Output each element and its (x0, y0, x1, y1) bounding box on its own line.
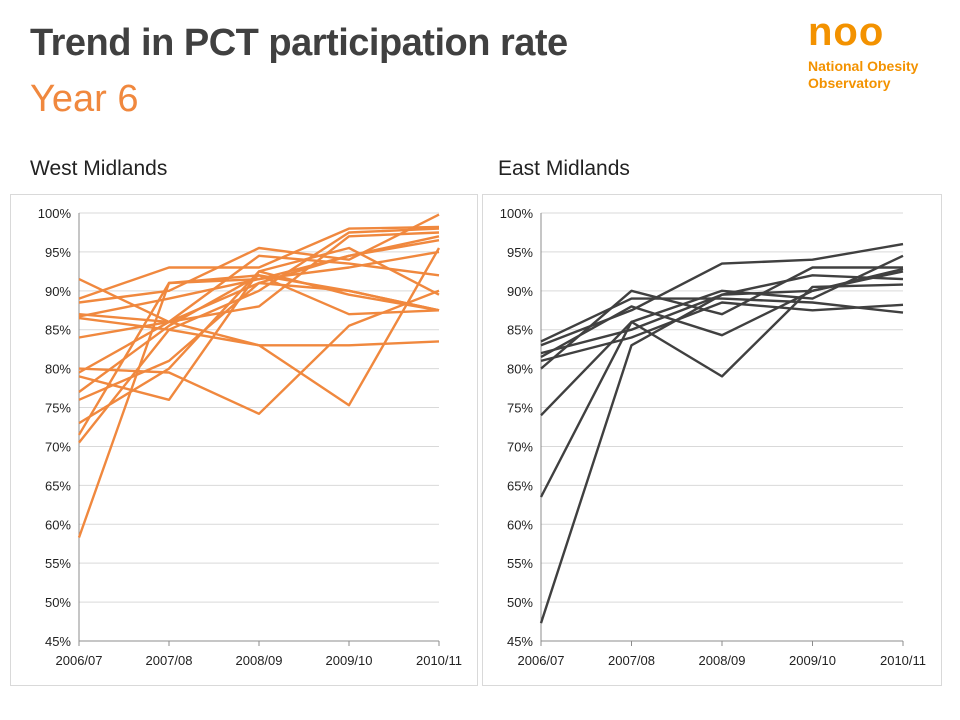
west-x-tick-label: 2007/08 (146, 653, 193, 668)
west-x-tick-label: 2010/11 (416, 653, 462, 668)
west-series-line-1 (77, 274, 440, 538)
east-series-line-6 (540, 266, 903, 370)
page-subtitle: Year 6 (30, 78, 139, 120)
west-series-line-16 (78, 227, 440, 444)
west-midlands-chart: 45% 50% 55% 60% 65% 70% 75% 80% 85% 90% 95% 100% 200… (10, 194, 478, 686)
west-series-line-8 (78, 231, 440, 339)
west-series-line-9 (78, 289, 440, 416)
west-series-line-10 (78, 254, 440, 374)
east-x-tick-label: 2010/11 (880, 653, 926, 668)
west-midlands-chart-svg: 45% 50% 55% 60% 65% 70% 75% 80% 85% 90% 95% 100% 200… (38, 206, 462, 668)
west-series-line-15 (77, 235, 440, 436)
east-x-tick-label: 2007/08 (608, 653, 655, 668)
east-y-tick-label: 100% (500, 206, 534, 221)
west-midlands-label: West Midlands (30, 157, 168, 180)
east-y-tick-label: 85% (507, 323, 533, 338)
west-y-tick-label: 75% (45, 401, 71, 416)
east-y-tick-label: 95% (507, 245, 533, 260)
west-y-tick-label: 55% (45, 556, 71, 571)
west-y-tick-label: 65% (45, 478, 71, 493)
west-y-tick-label: 70% (45, 439, 71, 454)
east-y-tick-label: 45% (507, 634, 533, 649)
west-y-tick-label: 100% (38, 206, 72, 221)
west-series-line-14 (78, 246, 440, 425)
east-x-tick-label: 2009/10 (789, 653, 836, 668)
west-x-tick-label: 2008/09 (236, 653, 283, 668)
east-series-line-7 (540, 283, 904, 417)
logo-name-line1: National Obesity (808, 58, 919, 74)
east-x-tick-label: 2008/09 (699, 653, 746, 668)
east-y-tick-label: 50% (507, 595, 533, 610)
east-y-tick-label: 90% (507, 284, 533, 299)
west-y-tick-label: 80% (45, 362, 71, 377)
west-y-tick-label: 45% (45, 634, 71, 649)
east-y-tick-label: 75% (507, 401, 533, 416)
west-series-line-5 (78, 281, 440, 324)
east-y-tick-label: 60% (507, 517, 533, 532)
west-y-tick-label: 60% (45, 517, 71, 532)
west-series-line-4 (78, 213, 440, 304)
west-y-tick-label: 90% (45, 284, 71, 299)
east-series-line-1 (540, 297, 904, 343)
west-series-line-12 (78, 274, 440, 393)
west-y-tick-label: 95% (45, 245, 71, 260)
east-midlands-chart: 45% 50% 55% 60% 65% 70% 75% 80% 85% 90% 95% 100% 200… (482, 194, 942, 686)
east-midlands-chart-svg: 45% 50% 55% 60% 65% 70% 75% 80% 85% 90% 95% 100% 200… (500, 206, 926, 668)
east-y-tick-label: 80% (507, 362, 533, 377)
east-y-tick-label: 55% (507, 556, 533, 571)
west-x-tick-label: 2009/10 (326, 653, 373, 668)
west-series-line-3 (78, 225, 440, 300)
west-series-line-13 (78, 239, 440, 401)
east-series-line-5 (540, 301, 904, 363)
west-series-line-7 (78, 247, 441, 407)
east-y-tick-label: 65% (507, 478, 533, 493)
page-title: Trend in PCT participation rate (30, 22, 568, 64)
west-y-tick-label: 50% (45, 595, 71, 610)
west-x-tick-label: 2006/07 (56, 653, 103, 668)
west-y-tick-label: 85% (45, 323, 71, 338)
logo-mark: noo (808, 10, 885, 54)
logo-name-line2: Observatory (808, 75, 891, 91)
east-series-line-9 (539, 267, 904, 624)
logo-name: National Obesity Observatory (808, 58, 953, 92)
east-midlands-label: East Midlands (498, 157, 630, 180)
east-y-tick-label: 70% (507, 439, 533, 454)
noo-logo: noo National Obesity Observatory (808, 12, 953, 92)
east-x-tick-label: 2006/07 (518, 653, 565, 668)
